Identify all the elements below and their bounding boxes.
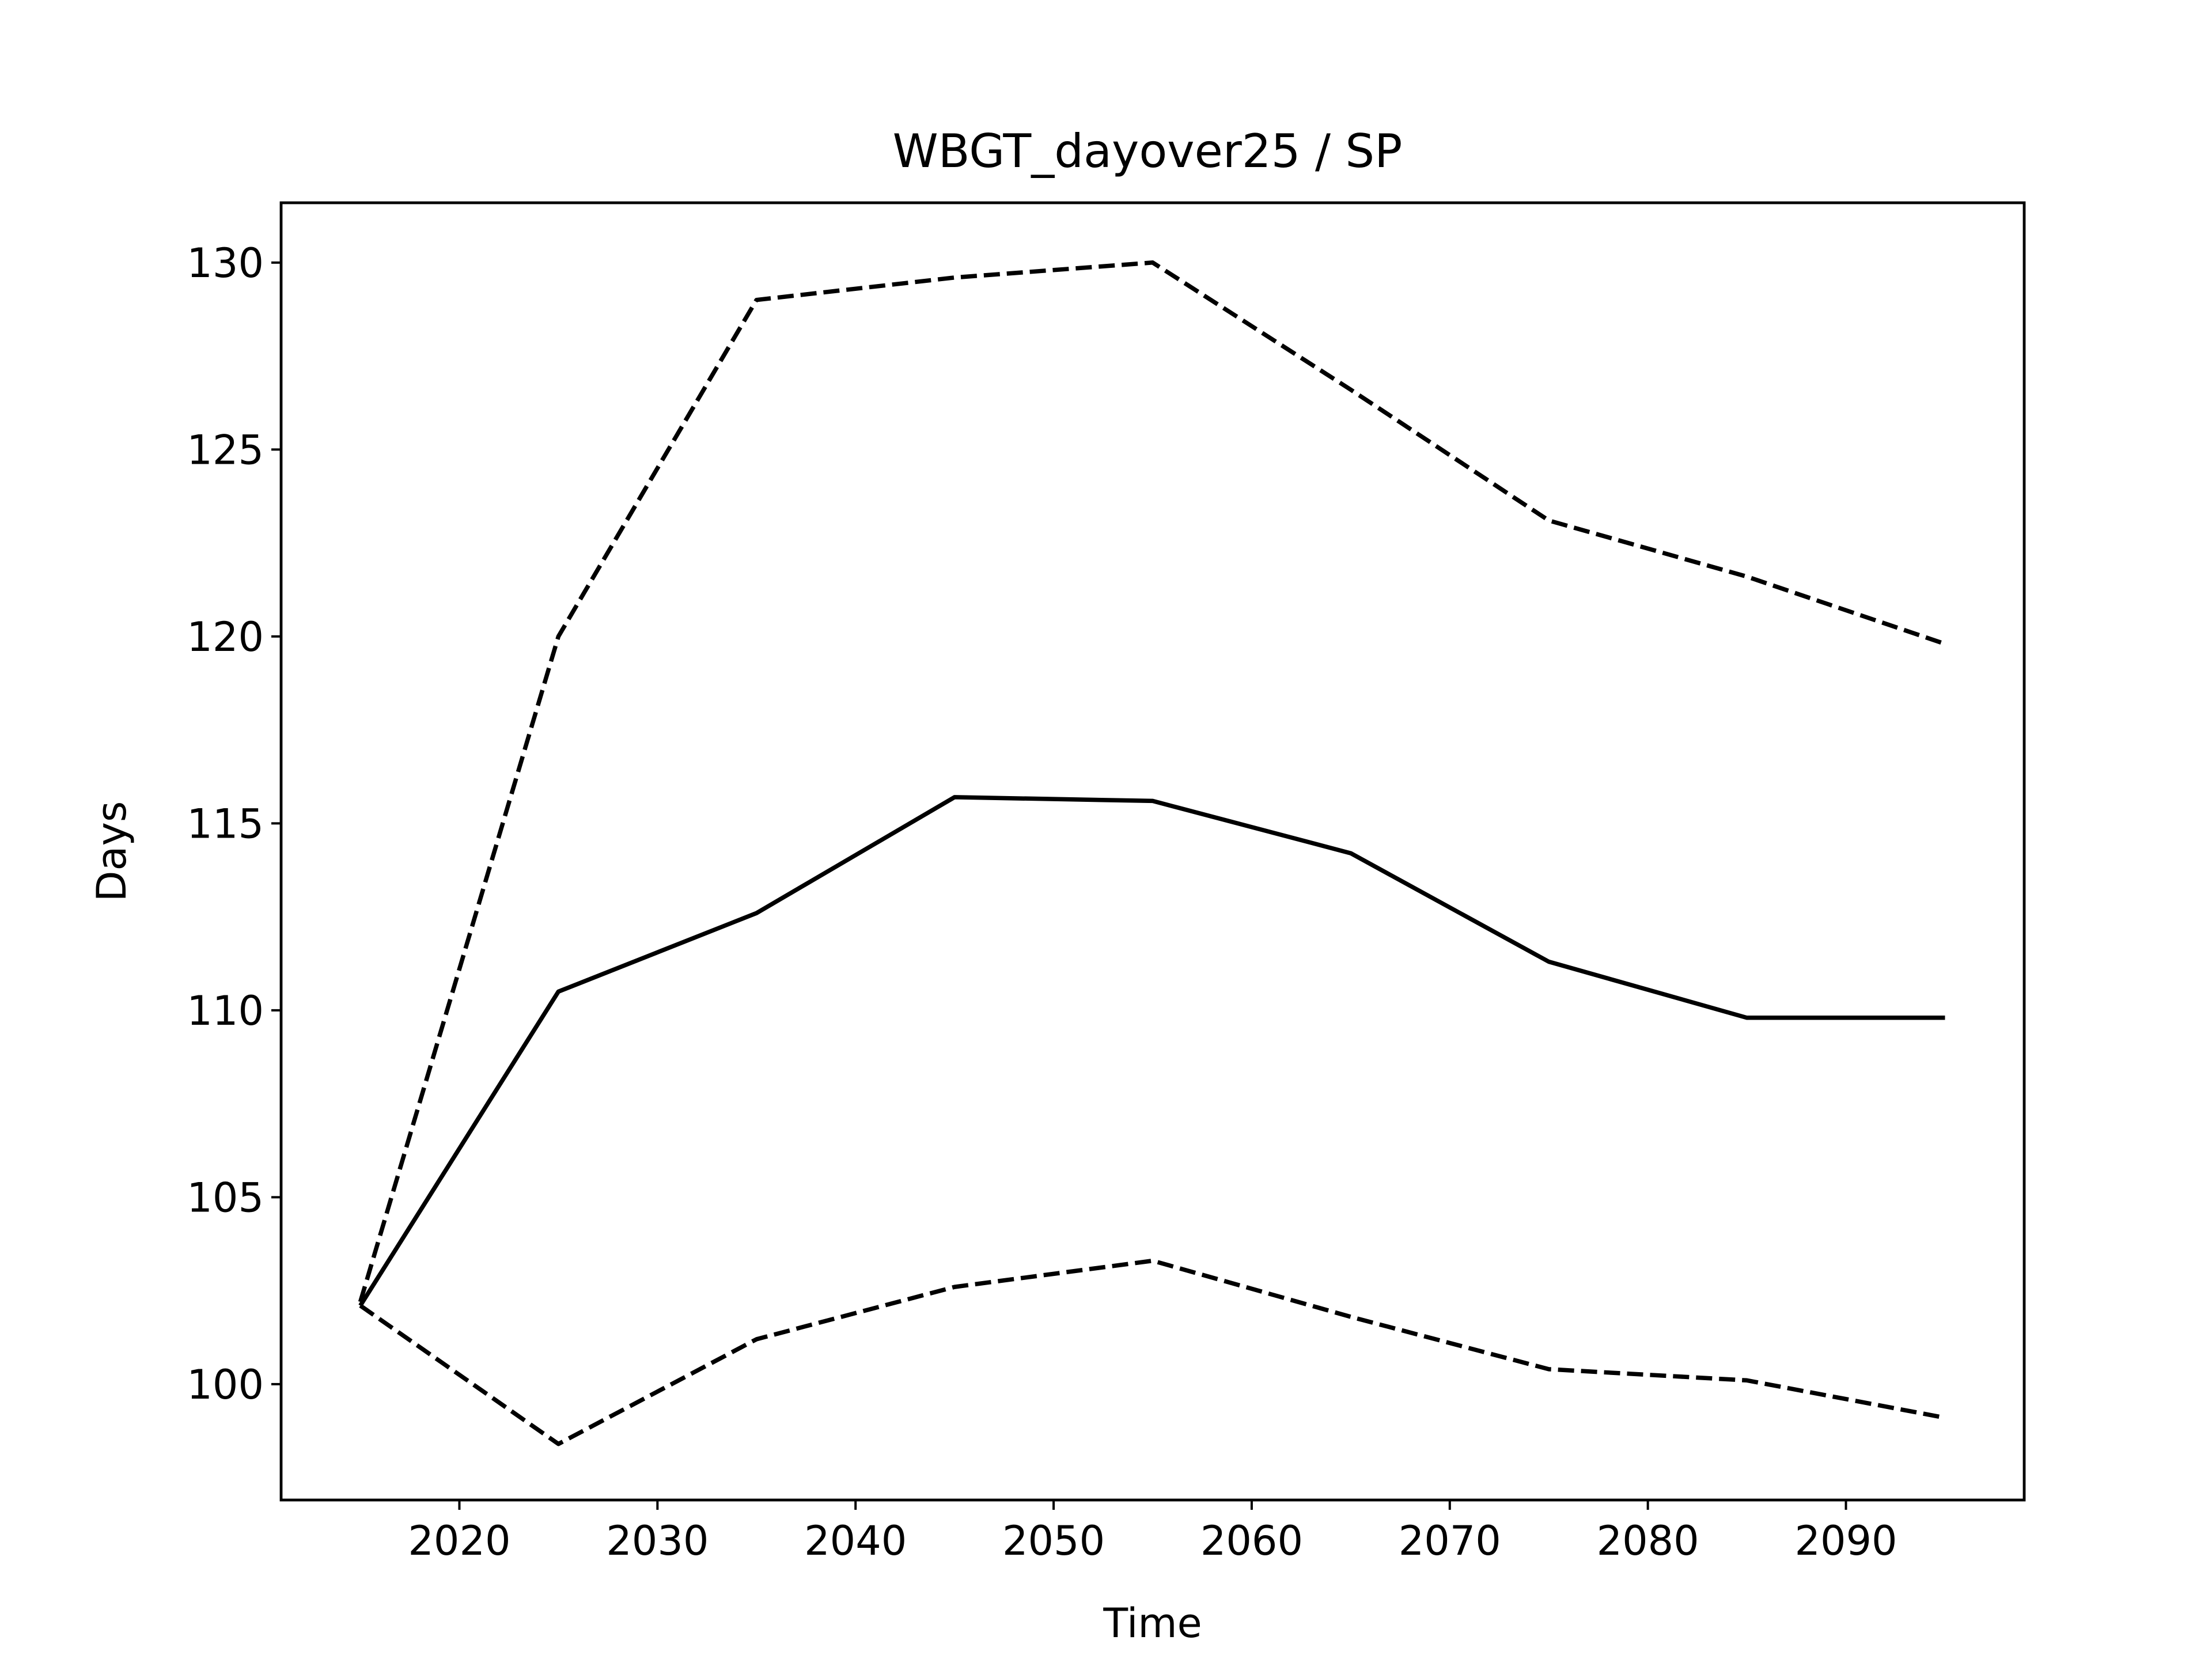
x-tick-label: 2040 [804, 1517, 907, 1565]
plot-frame [279, 201, 2026, 1502]
x-tick-label: 2090 [1794, 1517, 1897, 1565]
median-series-line [358, 795, 1945, 1307]
y-axis-label: Days [88, 801, 135, 902]
y-tick-label: 125 [187, 426, 264, 474]
x-tick-label: 2070 [1399, 1517, 1501, 1565]
y-tick-label: 105 [187, 1174, 264, 1221]
lower-bound-series-line [359, 1258, 1946, 1446]
chart-title: WBGT_dayover25 / SP [893, 124, 1403, 178]
x-axis-label: Time [1103, 1600, 1202, 1647]
x-tick-label: 2080 [1597, 1517, 1699, 1565]
x-tick-label: 2020 [408, 1517, 510, 1565]
x-axis: 2020 2030 2040 2050 2060 2070 2080 2090 [408, 1500, 1897, 1565]
y-tick-label: 100 [187, 1361, 264, 1408]
y-tick-label: 120 [187, 613, 264, 661]
plot-series [358, 260, 1946, 1446]
x-tick-label: 2050 [1002, 1517, 1105, 1565]
y-axis: 100 105 110 115 120 125 130 [187, 240, 281, 1408]
y-tick-label: 110 [187, 987, 264, 1035]
y-tick-label: 115 [187, 800, 264, 847]
upper-bound-series-line [358, 260, 1946, 1303]
x-tick-label: 2060 [1200, 1517, 1303, 1565]
x-tick-label: 2030 [606, 1517, 709, 1565]
y-tick-label: 130 [187, 240, 264, 287]
